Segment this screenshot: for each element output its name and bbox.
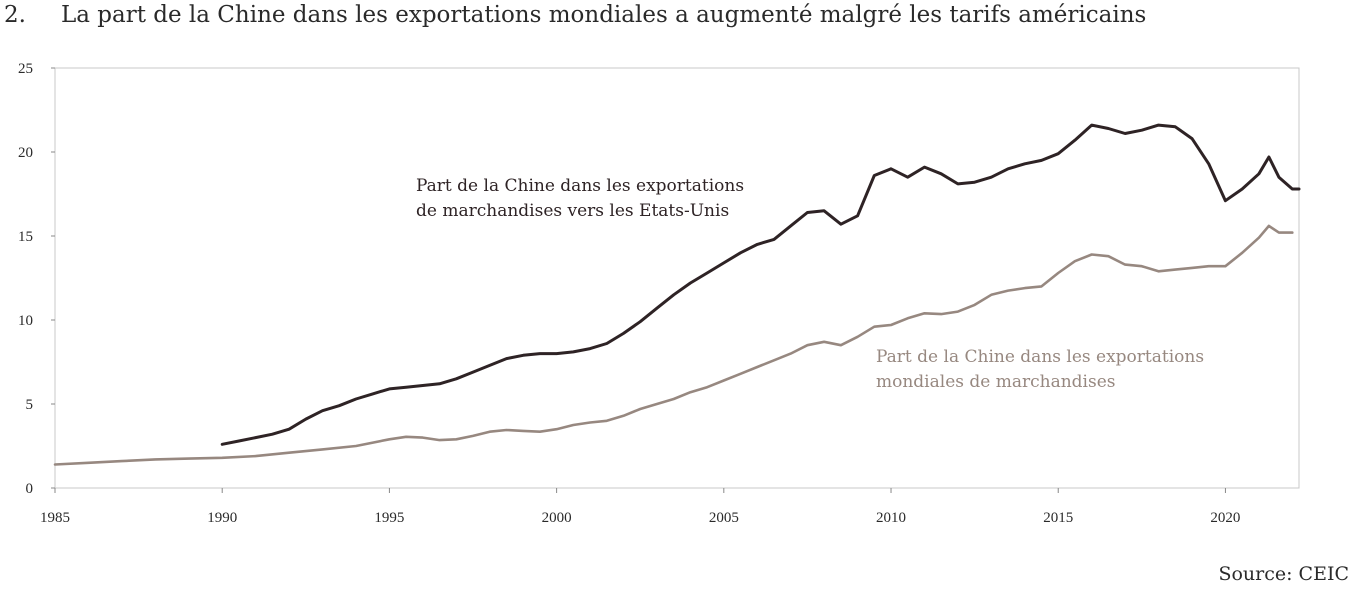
source-note: Source: CEIC xyxy=(1218,563,1349,585)
series-label-world-share: Part de la Chine dans les exportations mo… xyxy=(876,347,1204,392)
series-label-line: mondiales de marchandises xyxy=(876,372,1116,392)
x-tick-label: 2015 xyxy=(1043,510,1073,526)
chart-title: La part de la Chine dans les exportation… xyxy=(61,2,1147,28)
figure-number: 2. xyxy=(4,2,26,28)
x-tick-label: 2005 xyxy=(709,510,739,526)
x-tick-label: 1995 xyxy=(374,510,404,526)
x-tick-label: 1985 xyxy=(40,510,70,526)
plot-frame xyxy=(54,67,1300,489)
x-tick-label: 1990 xyxy=(207,510,237,526)
y-tick-label: 25 xyxy=(18,61,33,77)
series-line-us-share xyxy=(220,123,1301,446)
series-label-line: Part de la Chine dans les exportations xyxy=(876,347,1204,367)
series-lines xyxy=(53,123,1301,466)
series-label-line: Part de la Chine dans les exportations xyxy=(416,176,744,196)
y-axis: 0 5 10 15 20 25 xyxy=(18,61,55,497)
plot-area xyxy=(54,67,1300,489)
y-tick-label: 0 xyxy=(26,481,34,497)
series-label-line: de marchandises vers les Etats-Unis xyxy=(416,201,729,221)
y-tick-label: 10 xyxy=(18,313,33,329)
y-tick-label: 20 xyxy=(18,145,33,161)
y-tick-label: 15 xyxy=(18,229,33,245)
x-tick-label: 2010 xyxy=(876,510,906,526)
x-tick-label: 2000 xyxy=(542,510,572,526)
x-tick-label: 2020 xyxy=(1210,510,1240,526)
series-line-world-share xyxy=(53,224,1294,466)
x-axis: 1985 1990 1995 2000 2005 2010 2015 2020 xyxy=(40,488,1240,526)
y-tick-label: 5 xyxy=(26,397,34,413)
series-label-us-share: Part de la Chine dans les exportations de… xyxy=(416,176,744,221)
